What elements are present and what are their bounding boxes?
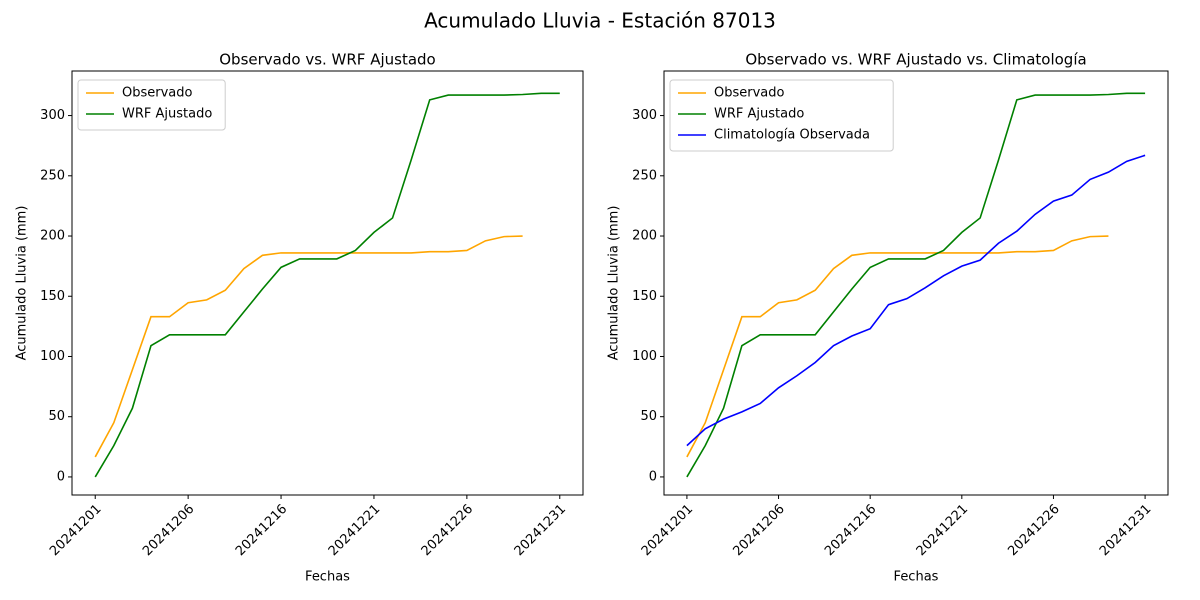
y-axis-label: Acumulado Lluvia (mm) [15, 206, 30, 361]
y-tick-label: 250 [40, 168, 65, 183]
legend-label: WRF Ajustado [122, 107, 212, 122]
x-tick-label: 20241226 [419, 502, 476, 559]
x-tick-label: 20241216 [822, 502, 879, 559]
series-line [686, 235, 1109, 458]
y-tick-label: 100 [40, 349, 65, 364]
legend-label: WRF Ajustado [714, 107, 804, 122]
x-tick-label: 20241231 [1097, 502, 1154, 559]
x-axis-label: Fechas [894, 570, 939, 585]
legend-label: Observado [714, 86, 785, 101]
y-tick-label: 100 [632, 349, 657, 364]
x-tick-label: 20241201 [639, 502, 696, 559]
x-tick-label: 20241206 [140, 502, 197, 559]
x-tick-label: 20241231 [512, 502, 569, 559]
y-tick-label: 0 [649, 469, 657, 484]
axes-title: Observado vs. WRF Ajustado vs. Climatolo… [745, 51, 1086, 69]
series-line [94, 235, 523, 458]
x-tick-label: 20241201 [47, 502, 104, 559]
y-tick-label: 0 [57, 469, 65, 484]
series-line [686, 92, 1146, 478]
y-tick-label: 300 [632, 108, 657, 123]
y-tick-label: 200 [40, 229, 65, 244]
figure-title: Acumulado Lluvia - Estación 87013 [424, 9, 776, 33]
x-tick-label: 20241206 [730, 502, 787, 559]
legend-label: Observado [122, 86, 193, 101]
y-tick-label: 200 [632, 229, 657, 244]
x-tick-label: 20241216 [233, 502, 290, 559]
y-tick-label: 50 [48, 409, 65, 424]
axes-frame [663, 70, 1169, 496]
y-tick-label: 300 [40, 108, 65, 123]
legend-frame [669, 79, 894, 152]
x-tick-label: 20241221 [326, 502, 383, 559]
legend: Observado WRF Ajustado [77, 79, 226, 131]
y-tick-label: 150 [40, 289, 65, 304]
legend-frame [77, 79, 226, 131]
y-tick-label: 250 [632, 168, 657, 183]
y-axis-label: Acumulado Lluvia (mm) [607, 206, 622, 361]
axes-title: Observado vs. WRF Ajustado [219, 51, 435, 69]
legend: Observado WRF Ajustado Climatología Observ… [669, 79, 894, 152]
legend-label: Climatología Observada [714, 128, 870, 143]
series-line [94, 92, 560, 478]
y-tick-label: 150 [632, 289, 657, 304]
axes-frame [71, 70, 584, 496]
x-tick-label: 20241221 [914, 502, 971, 559]
y-tick-label: 50 [640, 409, 657, 424]
series-line [686, 154, 1146, 447]
x-axis-label: Fechas [305, 570, 350, 585]
x-tick-label: 20241226 [1005, 502, 1062, 559]
